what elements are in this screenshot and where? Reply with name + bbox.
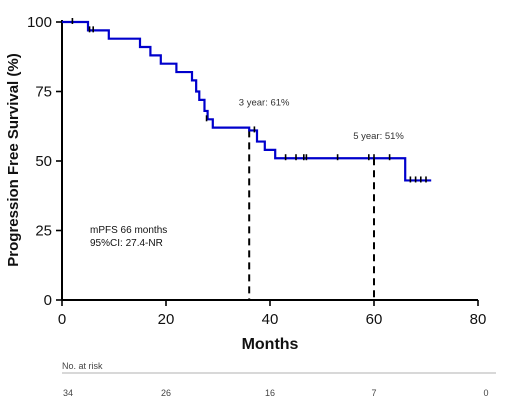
y-axis-title: Progression Free Survival (%) — [5, 53, 22, 266]
risk-count: 7 — [371, 388, 376, 398]
risk-count: 34 — [63, 388, 73, 398]
x-tick-label: 80 — [470, 311, 487, 328]
y-tick-label: 0 — [44, 292, 52, 309]
risk-count: 26 — [161, 388, 171, 398]
x-axis-title: Months — [242, 336, 299, 353]
survival-curve — [62, 20, 432, 182]
risk-table-counts: 34 26 16 7 0 — [63, 388, 489, 398]
ci-annotation: 95%CI: 27.4-NR — [90, 238, 163, 249]
reference-label: 5 year: 51% — [353, 131, 404, 142]
x-tick-label: 40 — [262, 311, 279, 328]
reference-label: 3 year: 61% — [239, 97, 290, 108]
x-tick-label: 20 — [158, 311, 175, 328]
risk-count: 0 — [483, 388, 488, 398]
x-tick-label: 60 — [366, 311, 383, 328]
y-tick-label: 75 — [35, 84, 52, 101]
mpfs-annotation: mPFS 66 months — [90, 225, 167, 236]
x-tick-label: 0 — [58, 311, 66, 328]
risk-count: 16 — [265, 388, 275, 398]
y-tick-label: 100 — [27, 14, 52, 31]
risk-table-title: No. at risk — [62, 361, 103, 371]
y-tick-label: 25 — [35, 223, 52, 240]
plot-area: 0 20 40 60 80 0 25 50 75 100 3 year: 61% 5 year: 51… — [27, 14, 486, 328]
y-tick-label: 50 — [35, 153, 52, 170]
